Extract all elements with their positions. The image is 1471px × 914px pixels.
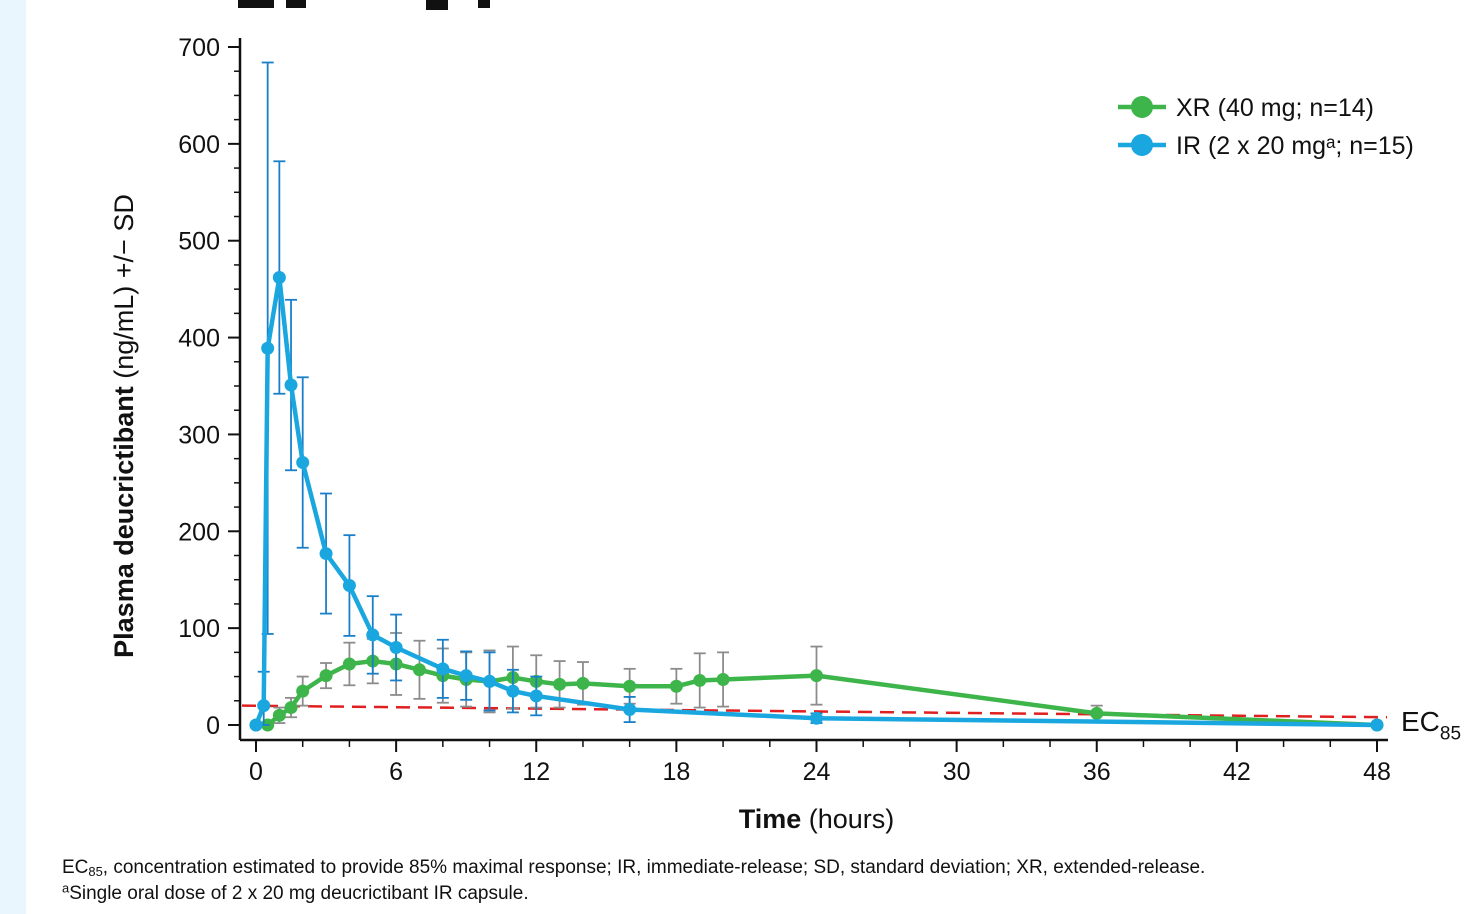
y-tick-label: 500 [178, 228, 220, 256]
y-tick-label: 200 [178, 518, 220, 546]
y-tick-label: 100 [178, 615, 220, 643]
data-point [1090, 706, 1104, 720]
legend-label: IR (2 x 20 mgᵃ; n=15) [1176, 132, 1414, 160]
footnote-a: aSingle oral dose of 2 x 20 mg deucricti… [62, 881, 1462, 907]
data-point [483, 674, 497, 688]
data-point [284, 701, 298, 715]
x-axis-title-bold: Time [739, 804, 802, 834]
data-point [623, 679, 637, 693]
data-point [319, 669, 333, 683]
data-point [257, 699, 271, 713]
data-point [342, 579, 356, 593]
data-point [284, 378, 298, 392]
x-tick-label: 6 [389, 758, 403, 786]
series-line [253, 275, 1378, 728]
footnote-a-marker: a [62, 880, 70, 896]
data-point [623, 703, 637, 717]
data-point [810, 711, 823, 725]
y-tick-label: 700 [178, 34, 220, 62]
y-tick-label: 0 [206, 712, 220, 740]
data-point [553, 677, 567, 691]
x-tick-label: 30 [943, 758, 971, 786]
data-point [576, 676, 590, 690]
data-point [1370, 718, 1384, 732]
footnotes: EC85, concentration estimated to provide… [62, 855, 1462, 907]
y-axis-title-bold: Plasma deucrictibant [109, 386, 139, 658]
y-axis-title-rest: (ng/mL) +/− SD [109, 194, 139, 379]
footnote-a-text: Single oral dose of 2 x 20 mg deucrictib… [69, 883, 529, 904]
series-1 [249, 61, 1384, 732]
data-point [412, 663, 426, 677]
data-point [389, 641, 403, 655]
data-point [810, 669, 823, 683]
data-point [459, 669, 473, 683]
data-point [529, 689, 543, 703]
title-fragment-clipped [238, 0, 558, 14]
legend-marker [1131, 134, 1153, 156]
data-point [669, 679, 683, 693]
footnote-ec: EC [62, 857, 89, 878]
data-point [272, 271, 286, 285]
y-tick-label: 400 [178, 325, 220, 353]
x-tick-label: 0 [249, 758, 263, 786]
pk-chart: 0 100 200 300 400 500 600 700 0 6 12 18 24 30 36 42 48 X… [109, 34, 1414, 834]
x-tick-label: 24 [803, 758, 831, 786]
x-tick-label: 18 [662, 758, 690, 786]
x-tick-label: 48 [1363, 758, 1391, 786]
ec85-label-sub: 85 [1439, 723, 1462, 745]
data-point [366, 628, 380, 642]
data-point [249, 718, 263, 732]
y-axis-title: Plasma deucrictibant (ng/mL) +/− SD [109, 194, 139, 658]
x-axis-title: Time (hours) [739, 804, 895, 834]
legend: XR (40 mg; n=14) IR (2 x 20 mgᵃ; n=15) [1118, 94, 1414, 160]
x-tick-label: 42 [1223, 758, 1251, 786]
footnote-abbreviations: EC85, concentration estimated to provide… [62, 855, 1462, 881]
legend-label: XR (40 mg; n=14) [1176, 94, 1374, 122]
ec85-label-base: EC [1401, 706, 1440, 737]
x-tick-label: 12 [522, 758, 550, 786]
legend-marker [1131, 96, 1153, 118]
data-point [296, 684, 310, 698]
data-point [693, 673, 707, 687]
footnote-ec-sub: 85 [88, 864, 103, 880]
data-point [436, 662, 450, 676]
data-point [272, 708, 286, 722]
footnote-abbreviations-text: , concentration estimated to provide 85%… [102, 857, 1206, 878]
series-layer [249, 61, 1384, 732]
data-point [716, 672, 730, 686]
data-point [296, 456, 310, 470]
data-point [506, 684, 520, 698]
data-point [261, 341, 275, 355]
x-axis-title-rest: (hours) [809, 804, 895, 834]
x-tick-label: 36 [1083, 758, 1111, 786]
y-tick-label: 600 [178, 131, 220, 159]
ec85-label: EC85 [1401, 706, 1461, 744]
data-point [342, 657, 356, 671]
axis-titles: Time (hours) Plasma deucrictibant (ng/mL… [109, 194, 894, 834]
y-tick-label: 300 [178, 421, 220, 449]
side-strip [0, 0, 26, 914]
data-point [319, 547, 333, 561]
axes: 0 100 200 300 400 500 600 700 0 6 12 18 24 30 36 42 48 [178, 34, 1391, 786]
